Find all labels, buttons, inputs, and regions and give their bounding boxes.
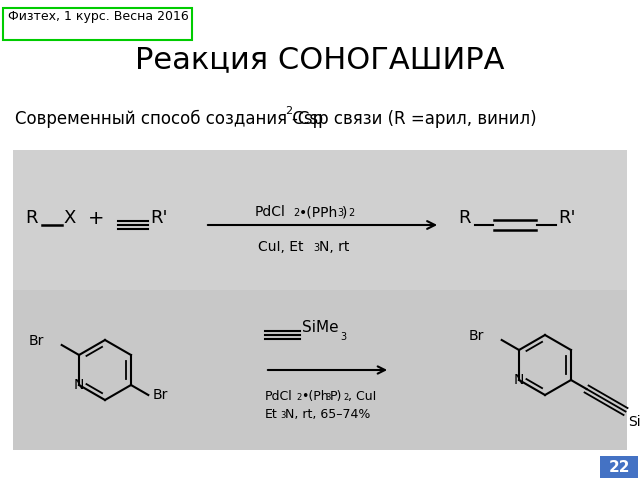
FancyBboxPatch shape <box>3 8 192 40</box>
Text: ): ) <box>342 205 348 219</box>
Text: 3: 3 <box>325 393 330 402</box>
Text: PdCl: PdCl <box>265 390 292 403</box>
Text: R': R' <box>558 209 575 227</box>
Text: 2: 2 <box>285 106 292 116</box>
Text: 2: 2 <box>293 208 300 218</box>
Text: •(Ph: •(Ph <box>301 390 328 403</box>
Text: •(PPh: •(PPh <box>299 205 339 219</box>
Text: 2: 2 <box>348 208 355 218</box>
Text: 3: 3 <box>340 332 346 342</box>
Text: Br: Br <box>152 388 168 402</box>
Text: X: X <box>63 209 76 227</box>
Text: R: R <box>25 209 38 227</box>
Text: N: N <box>74 378 84 392</box>
Text: -Csp связи (R =арил, винил): -Csp связи (R =арил, винил) <box>292 110 536 128</box>
Text: Br: Br <box>468 329 484 343</box>
Text: 3: 3 <box>280 411 285 420</box>
Text: 2: 2 <box>296 393 301 402</box>
Text: 3: 3 <box>337 208 343 218</box>
Text: Современный способ создания Csp: Современный способ создания Csp <box>15 110 323 128</box>
Bar <box>600 456 638 478</box>
Text: Br: Br <box>28 334 44 348</box>
Text: Физтех, 1 курс. Весна 2016: Физтех, 1 курс. Весна 2016 <box>8 10 189 23</box>
Text: R': R' <box>150 209 168 227</box>
Text: , CuI: , CuI <box>348 390 376 403</box>
Text: CuI, Et: CuI, Et <box>258 240 303 254</box>
Text: 2: 2 <box>343 393 348 402</box>
Text: SiMe: SiMe <box>302 321 339 336</box>
Bar <box>13 150 627 290</box>
Text: 3: 3 <box>313 243 319 253</box>
Text: Реакция СОНОГАШИРА: Реакция СОНОГАШИРА <box>135 45 505 74</box>
Text: PdCl: PdCl <box>255 205 286 219</box>
Text: Et: Et <box>265 408 278 421</box>
Text: N, rt: N, rt <box>319 240 349 254</box>
Text: 22: 22 <box>608 459 630 475</box>
Text: N, rt, 65–74%: N, rt, 65–74% <box>285 408 371 421</box>
Bar <box>13 290 627 450</box>
Text: +: + <box>88 208 104 228</box>
Text: R: R <box>458 209 470 227</box>
Text: N: N <box>514 373 524 387</box>
Text: SiMe: SiMe <box>628 415 640 429</box>
Text: P): P) <box>330 390 342 403</box>
